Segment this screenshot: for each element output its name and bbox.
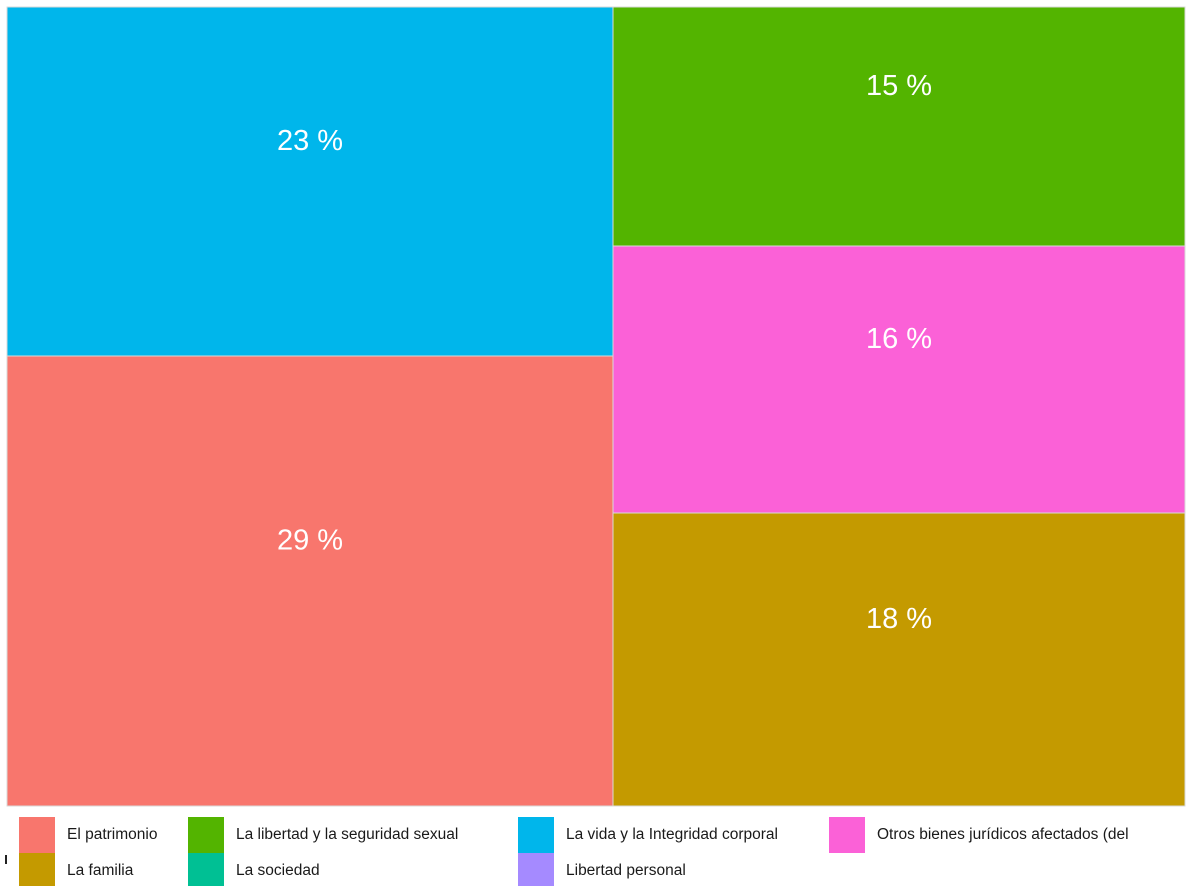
legend-key: [19, 817, 55, 853]
legend-key: [188, 853, 224, 886]
tile-label-la-libertad-y-la-seguridad-sexual: 15 %: [866, 70, 932, 102]
legend-key: [188, 817, 224, 853]
legend-label: La familia: [67, 862, 134, 879]
tile-el-patrimonio: [6, 355, 614, 807]
legend-label: La libertad y la seguridad sexual: [236, 826, 459, 843]
legend-label: La vida y la Integridad corporal: [566, 826, 778, 843]
legend-item-otros-bienes: Otros bienes jurídicos afectados (del: [829, 817, 1129, 853]
legend-item-libertad-personal: Libertad personal: [518, 853, 686, 886]
legend-key: [829, 817, 865, 853]
tile-la-libertad-y-la-seguridad-sexual: [612, 6, 1186, 247]
legend-key: [518, 853, 554, 886]
tile-label-el-patrimonio: 29 %: [277, 525, 343, 557]
tile-la-vida-y-la-integridad-corporal: [6, 6, 614, 357]
tile-otros-bienes-juridicos-afectados-del: [612, 245, 1186, 514]
legend-label: El patrimonio: [67, 826, 158, 843]
tile-la-familia: [612, 512, 1186, 807]
treemap-chart: 29 % 23 % 18 % 16 % 15 %: [6, 6, 1186, 807]
legend-item-la-familia: La familia: [19, 853, 133, 886]
edge-tick: [5, 855, 7, 864]
tile-label-la-vida-y-la-integridad-corporal: 23 %: [277, 125, 343, 157]
legend: El patrimonio La familia La libertad y l…: [0, 812, 1187, 886]
legend-item-el-patrimonio: El patrimonio: [19, 817, 157, 853]
legend-item-la-vida: La vida y la Integridad corporal: [518, 817, 778, 853]
legend-item-la-libertad-sexual: La libertad y la seguridad sexual: [188, 817, 458, 853]
legend-key: [19, 853, 55, 886]
legend-item-la-sociedad: La sociedad: [188, 853, 320, 886]
legend-label: Libertad personal: [566, 862, 686, 879]
legend-label: Otros bienes jurídicos afectados (del: [877, 826, 1129, 843]
tile-label-otros-bienes-juridicos-afectados-del: 16 %: [866, 323, 932, 355]
legend-label: La sociedad: [236, 862, 320, 879]
tile-label-la-familia: 18 %: [866, 603, 932, 635]
legend-key: [518, 817, 554, 853]
